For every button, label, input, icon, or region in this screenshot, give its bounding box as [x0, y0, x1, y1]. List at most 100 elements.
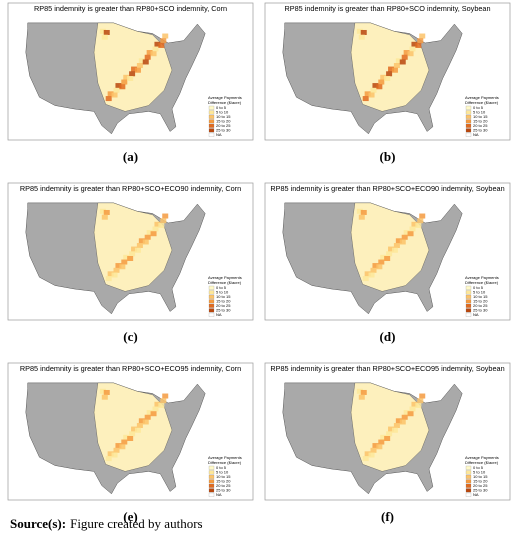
legend-label: NA [216, 132, 222, 137]
legend-swatch [465, 290, 472, 295]
panel-label: (e) [123, 509, 137, 524]
panel-title: RP85 indemnity is greater than RP80+SCO … [284, 4, 490, 13]
county-patch [127, 436, 134, 441]
county-patch [113, 267, 120, 273]
county-patch [105, 276, 112, 282]
county-patch [372, 443, 379, 449]
panel-title: RP85 indemnity is greater than RP80+SCO+… [270, 184, 504, 193]
county-patch [134, 247, 141, 253]
county-patch [368, 92, 375, 98]
county-patch [393, 63, 400, 69]
legend-swatch [208, 290, 215, 295]
legend-title: Difference ($/acre) [208, 280, 242, 285]
legend-label: 5 to 10 [216, 470, 229, 475]
legend-swatch [465, 492, 472, 497]
county-patch [403, 50, 410, 56]
legend-swatch [208, 285, 215, 290]
legend-swatch [208, 294, 215, 299]
legend-label: 10 to 15 [473, 474, 488, 479]
county-patch [146, 410, 153, 416]
county-patch [123, 74, 130, 80]
legend-swatch [465, 119, 472, 124]
county-patch [111, 452, 118, 458]
legend-title: Average Payments [465, 275, 499, 280]
legend-swatch [465, 110, 472, 115]
county-patch [113, 447, 120, 453]
map-panel: RP85 indemnity is greater than RP80+SCO+… [7, 182, 254, 321]
county-patch [409, 406, 416, 412]
county-patch [129, 431, 136, 437]
county-patch [370, 267, 377, 273]
legend-swatch [208, 119, 215, 124]
panel-label: (f) [381, 509, 394, 524]
legend-swatch [465, 299, 472, 304]
county-patch [411, 221, 418, 227]
county-patch [123, 254, 130, 260]
county-patch [150, 231, 157, 237]
county-patch [415, 402, 422, 408]
county-patch [388, 66, 395, 72]
legend-label: 20 to 25 [473, 483, 488, 488]
county-patch [395, 418, 402, 424]
legend-swatch [208, 492, 215, 497]
county-patch [136, 423, 143, 429]
county-patch [154, 41, 161, 47]
county-patch [113, 87, 120, 93]
county-patch [358, 214, 365, 220]
legend-swatch [465, 474, 472, 479]
county-patch [160, 38, 167, 44]
legend-swatch [208, 308, 215, 313]
legend-swatch [208, 114, 215, 119]
county-patch [162, 33, 169, 39]
county-patch [388, 246, 395, 252]
legend-label: 15 to 20 [473, 479, 488, 484]
county-patch [384, 76, 391, 81]
county-patch [401, 414, 408, 420]
county-patch [360, 29, 367, 35]
legend-title: Average Payments [465, 95, 499, 100]
county-patch [393, 243, 400, 249]
map-panel: RP85 indemnity is greater than RP80+SCO+… [7, 362, 254, 501]
legend-swatch [208, 312, 215, 317]
legend-label: NA [473, 492, 479, 497]
county-patch [107, 451, 114, 457]
county-patch [158, 222, 165, 228]
county-patch [119, 264, 126, 270]
legend-label: 25 to 30 [216, 488, 231, 493]
legend-swatch [208, 474, 215, 479]
county-patch [99, 208, 106, 214]
county-patch [360, 389, 367, 395]
county-patch [162, 393, 169, 399]
legend-swatch [208, 299, 215, 304]
legend-label: NA [473, 312, 479, 317]
county-patch [152, 226, 159, 232]
county-patch [403, 230, 410, 236]
panel-title: RP85 indemnity is greater than RP80+SCO+… [20, 364, 241, 373]
map-panel: RP85 indemnity is greater than RP80+SCO … [264, 2, 511, 141]
county-patch [150, 51, 157, 57]
county-patch [152, 406, 159, 412]
county-patch [380, 74, 387, 80]
county-patch [370, 447, 377, 453]
county-patch [121, 259, 128, 265]
county-patch [376, 444, 383, 450]
county-patch [417, 398, 424, 404]
legend-label: 25 to 30 [216, 308, 231, 313]
county-patch [362, 276, 369, 282]
legend-title: Average Payments [208, 455, 242, 460]
legend-swatch [208, 303, 215, 308]
panel-label: (c) [123, 329, 137, 344]
county-patch [127, 76, 134, 81]
county-patch [362, 456, 369, 462]
county-patch [121, 79, 128, 85]
county-patch [378, 439, 385, 445]
county-patch [119, 84, 126, 90]
county-patch [419, 393, 426, 399]
legend-label: 25 to 30 [473, 128, 488, 133]
county-patch [144, 54, 151, 60]
legend-label: 5 to 10 [473, 470, 486, 475]
county-patch [121, 439, 128, 445]
legend-swatch [208, 123, 215, 128]
county-patch [419, 33, 426, 39]
legend-title: Average Payments [208, 95, 242, 100]
